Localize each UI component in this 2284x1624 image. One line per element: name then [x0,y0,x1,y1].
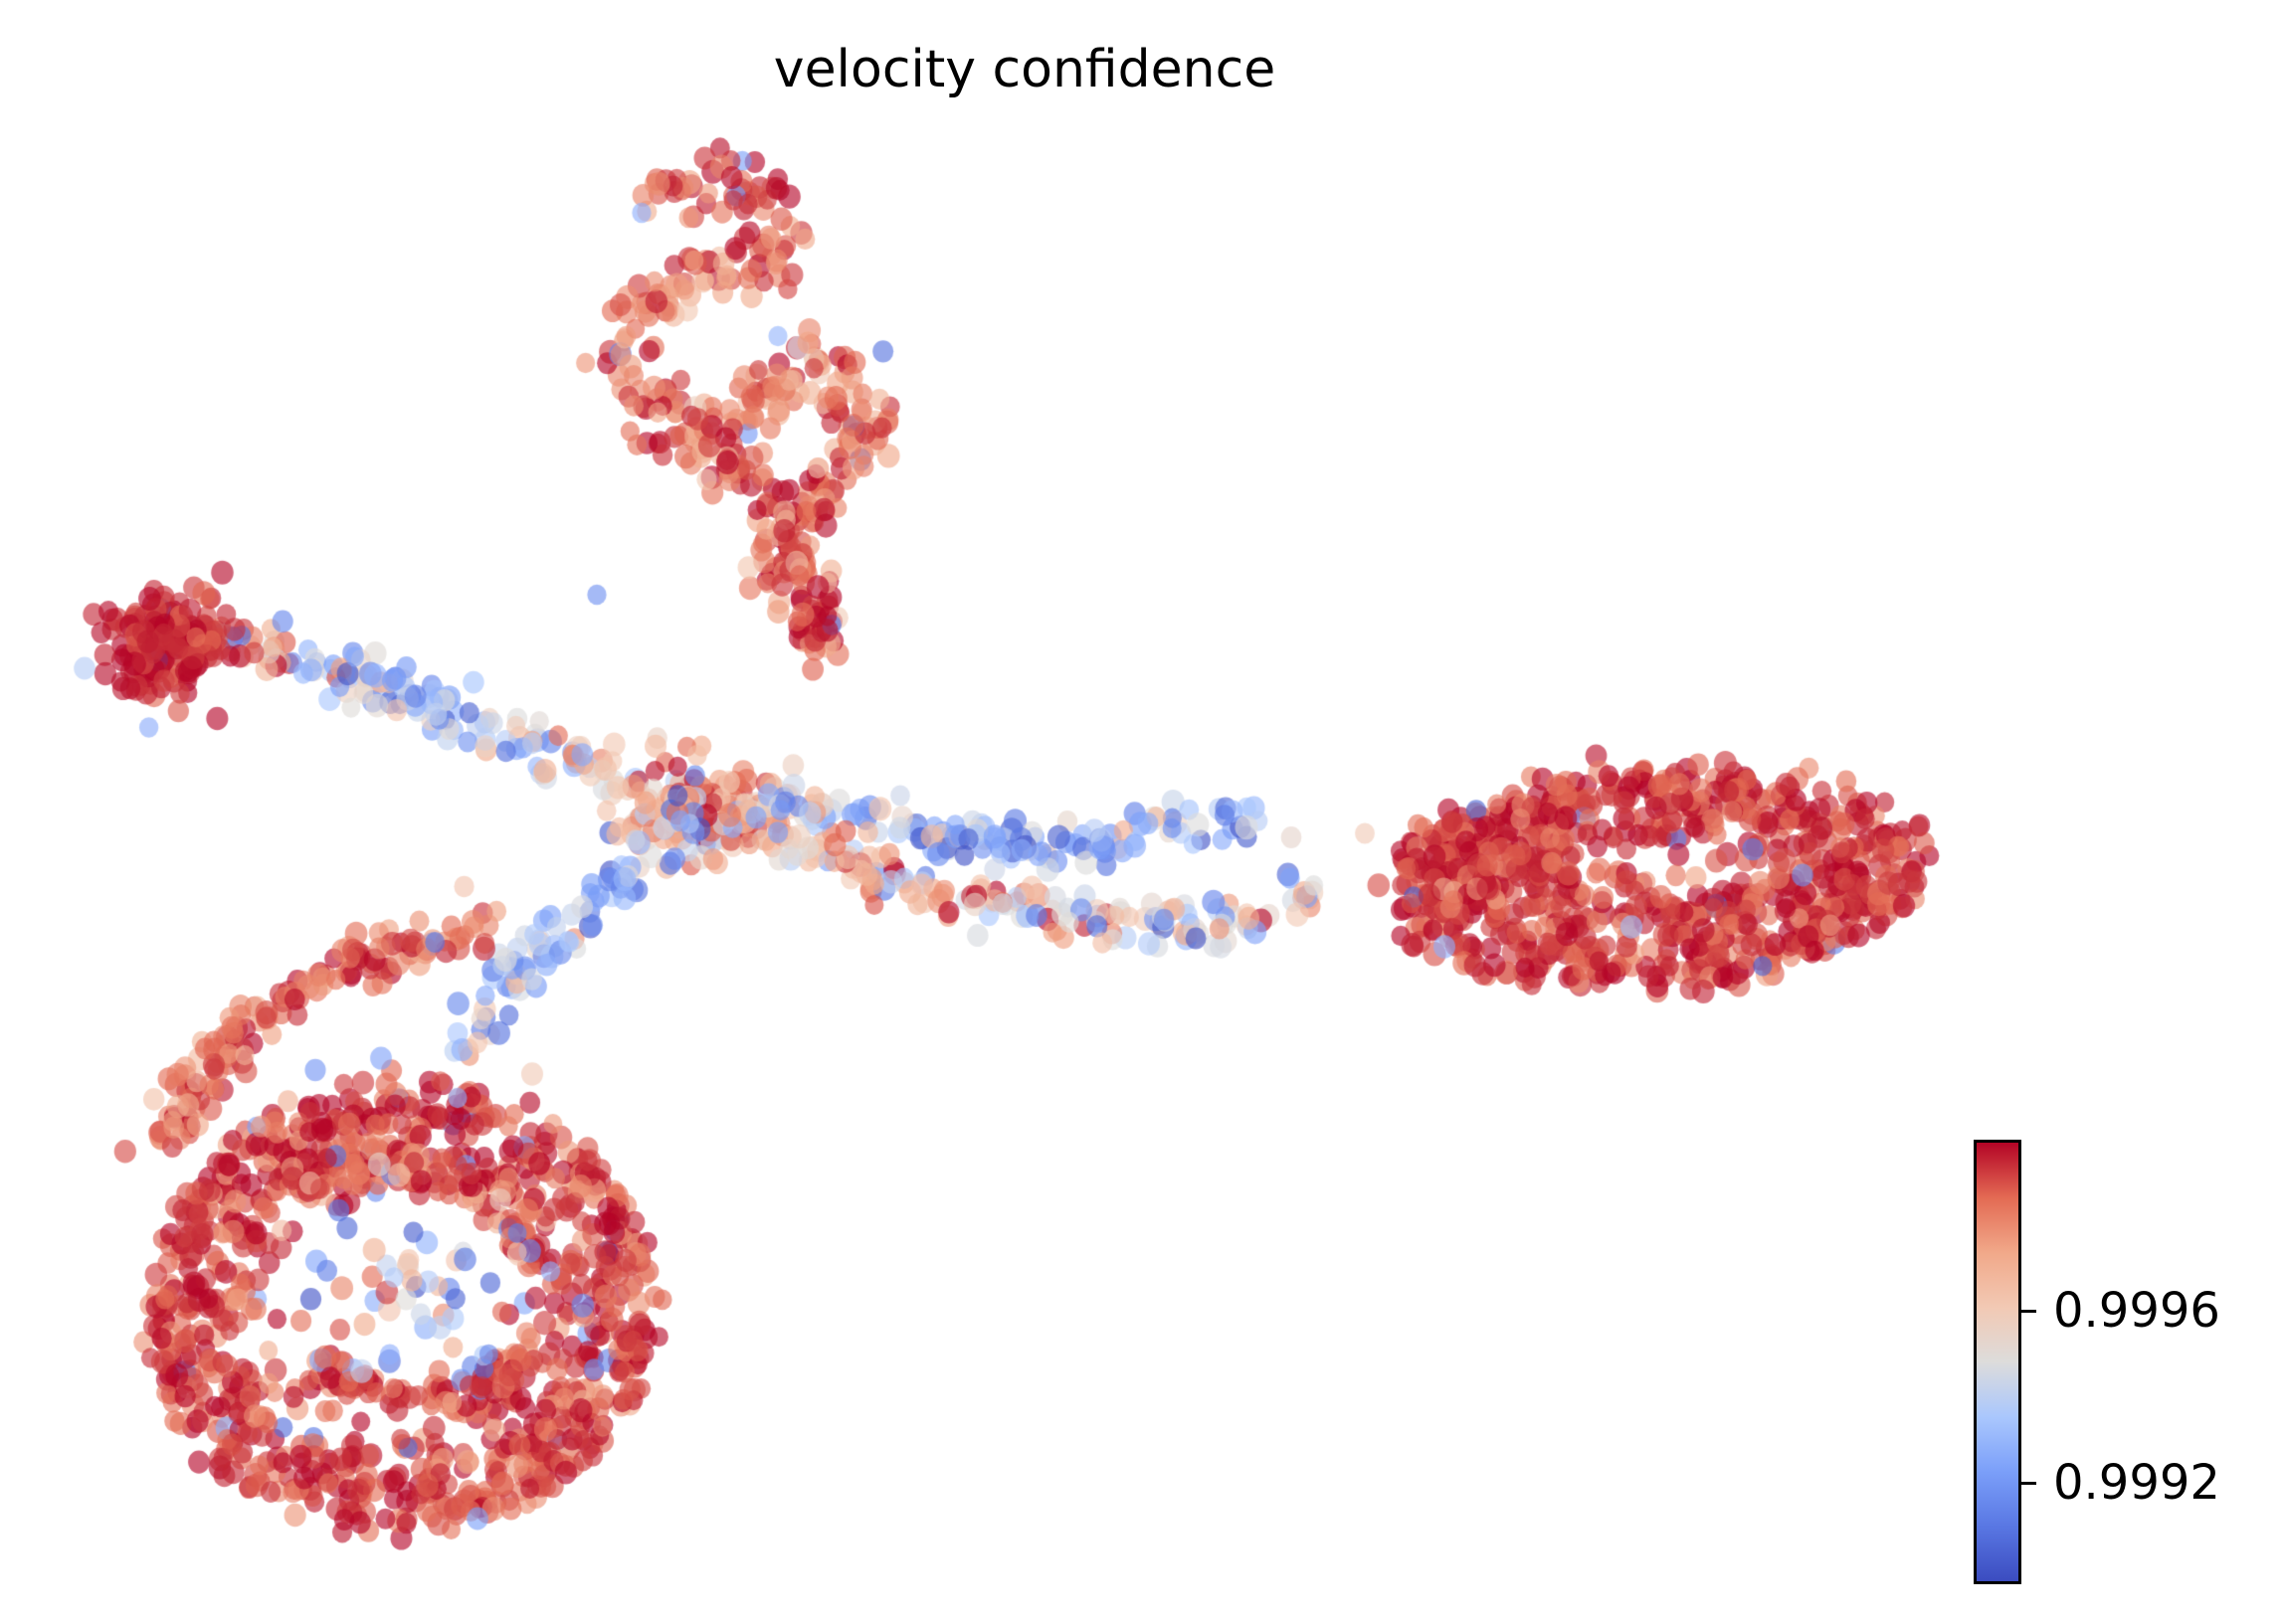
chart-title: velocity confidence [773,40,1276,99]
colorbar-tick-label-lower: 0.9992 [2053,1455,2220,1512]
colorbar-tick-label-upper: 0.9996 [2053,1283,2220,1340]
colorbar-tick-lower [2021,1481,2036,1485]
colorbar-tick-upper [2021,1309,2036,1313]
colorbar [1974,1140,2021,1584]
